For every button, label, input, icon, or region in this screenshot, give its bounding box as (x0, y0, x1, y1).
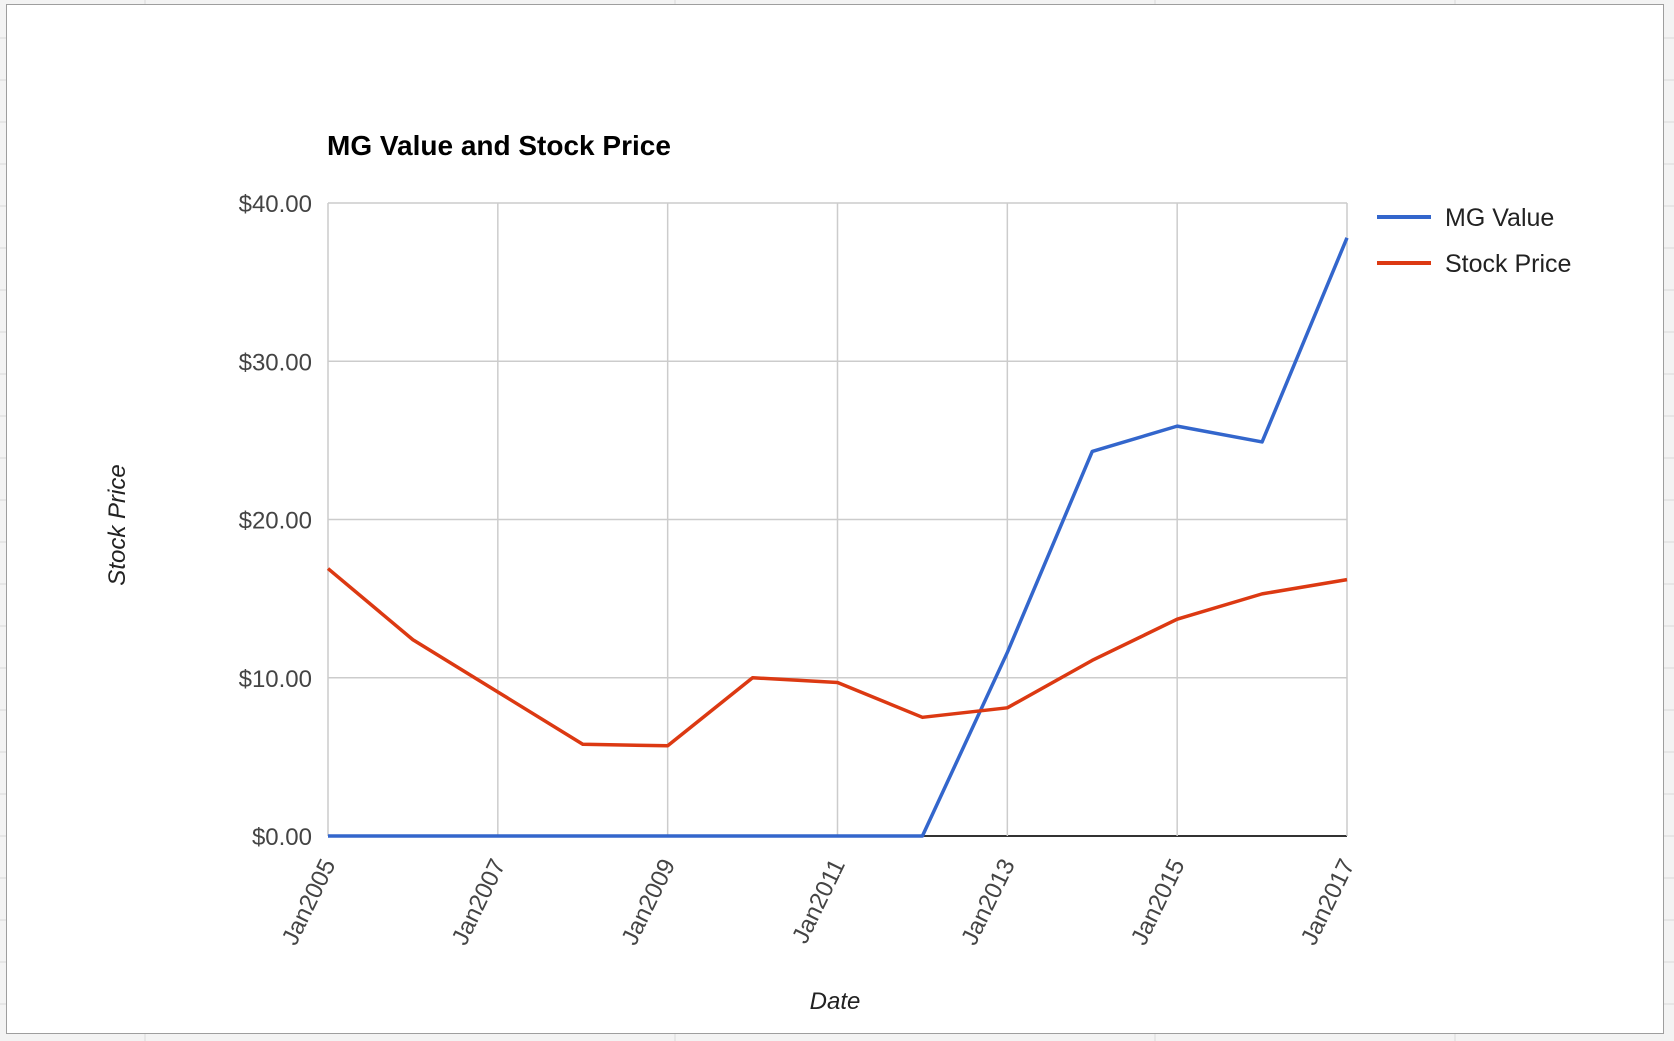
x-tick-label: Jan2017 (1296, 855, 1361, 950)
x-tick-label: Jan2007 (447, 855, 512, 950)
chart-container[interactable]: MG Value and Stock Price $0.00 $10.00 $20.… (6, 4, 1664, 1034)
y-tick-label: $20.00 (239, 508, 312, 535)
y-tick-label: $40.00 (239, 191, 312, 218)
gridlines (327, 202, 1348, 837)
y-axis-title: Stock Price (104, 464, 131, 585)
line-chart: MG Value and Stock Price $0.00 $10.00 $20.… (104, 130, 1571, 1015)
series-line-stock-price (326, 567, 1348, 748)
legend-label: MG Value (1445, 204, 1554, 232)
series-lines (326, 237, 1349, 838)
y-tick-label: $30.00 (239, 349, 312, 376)
x-tick-label: Jan2015 (1126, 855, 1191, 950)
series-line-mg-value (328, 237, 1349, 838)
x-tick-label: Jan2005 (277, 855, 342, 950)
legend: MG Value Stock Price (1377, 204, 1571, 278)
y-tick-label: $10.00 (239, 666, 312, 693)
y-axis-ticks: $0.00 $10.00 $20.00 $30.00 $40.00 (239, 191, 312, 851)
chart-title: MG Value and Stock Price (327, 130, 671, 161)
x-tick-label: Jan2013 (956, 855, 1021, 950)
y-tick-label: $0.00 (252, 824, 312, 851)
x-axis-ticks: Jan2005 Jan2007 Jan2009 Jan2011 Jan2013 Jan20… (277, 855, 1361, 950)
x-tick-label: Jan2011 (787, 855, 851, 948)
legend-label: Stock Price (1445, 250, 1571, 278)
x-tick-label: Jan2009 (616, 855, 681, 950)
x-axis-title: Date (810, 988, 861, 1015)
